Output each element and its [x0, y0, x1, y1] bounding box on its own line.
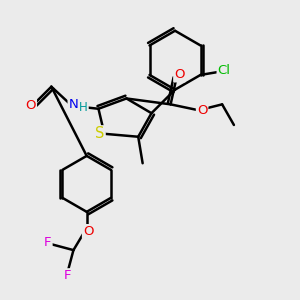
Text: Cl: Cl	[218, 64, 231, 77]
Text: H: H	[80, 101, 88, 114]
Text: O: O	[197, 104, 207, 117]
Text: N: N	[69, 98, 78, 111]
Text: F: F	[44, 236, 52, 249]
Text: O: O	[26, 99, 36, 112]
Text: F: F	[64, 269, 71, 282]
Text: O: O	[83, 225, 93, 238]
Text: S: S	[95, 126, 105, 141]
Text: O: O	[174, 68, 185, 81]
